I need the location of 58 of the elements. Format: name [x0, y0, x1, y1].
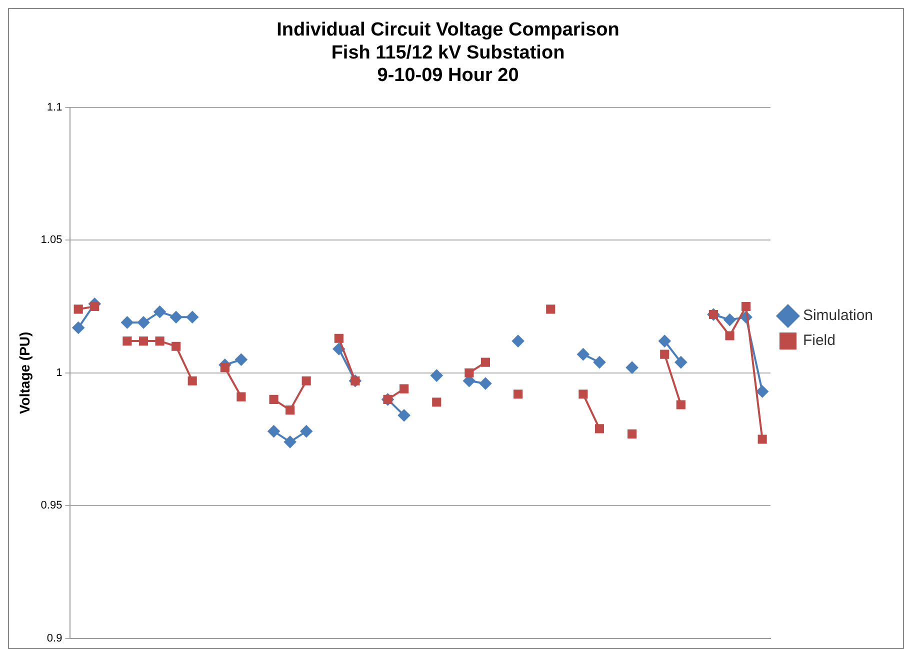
- point: [186, 311, 198, 324]
- point: [400, 384, 409, 394]
- point: [626, 362, 638, 374]
- point: [269, 394, 278, 404]
- point: [430, 370, 443, 382]
- point: [658, 335, 671, 348]
- point: [593, 356, 606, 368]
- point: [742, 302, 751, 312]
- point: [432, 398, 442, 407]
- y-tick-label: 1: [56, 366, 62, 379]
- point: [154, 306, 166, 318]
- point: [172, 342, 181, 351]
- y-tick-label: 1.05: [40, 234, 62, 246]
- point: [170, 311, 182, 324]
- point: [138, 336, 148, 346]
- point: [674, 356, 687, 368]
- point: [660, 350, 670, 359]
- point: [137, 316, 150, 328]
- point: [286, 406, 295, 415]
- legend-label: Simulation: [802, 307, 874, 324]
- point: [480, 358, 490, 367]
- point: [188, 376, 197, 386]
- point: [479, 378, 492, 390]
- point: [756, 385, 768, 398]
- point: [236, 392, 246, 402]
- y-tick-label: 1.1: [46, 101, 62, 114]
- point: [577, 348, 590, 360]
- point: [334, 334, 344, 343]
- point: [74, 304, 83, 314]
- point: [220, 363, 230, 372]
- point: [594, 424, 604, 434]
- y-tick-label: 0.95: [40, 500, 62, 512]
- point: [235, 354, 248, 366]
- point: [512, 335, 524, 348]
- y-axis-title: Voltage (PU): [16, 332, 32, 414]
- point: [758, 434, 767, 444]
- point: [90, 302, 100, 312]
- point: [546, 304, 556, 314]
- point: [72, 322, 84, 334]
- point: [332, 343, 345, 356]
- point: [302, 376, 311, 386]
- point: [725, 331, 734, 340]
- point: [724, 314, 736, 326]
- point: [578, 390, 588, 399]
- point: [122, 336, 132, 346]
- point: [398, 409, 410, 422]
- legend-label: Field: [802, 332, 836, 350]
- point: [676, 400, 686, 410]
- point: [514, 390, 523, 399]
- point: [121, 316, 134, 328]
- point: [284, 436, 296, 448]
- chart-title: Individual Circuit Voltage Comparison Fish 115/12 kV Substation 9-10-09 Hour 20: [276, 20, 620, 86]
- point: [268, 425, 280, 438]
- y-tick-label: 0.9: [46, 632, 62, 644]
- point: [300, 425, 312, 438]
- point: [464, 368, 474, 378]
- point: [155, 336, 164, 346]
- point: [628, 429, 637, 438]
